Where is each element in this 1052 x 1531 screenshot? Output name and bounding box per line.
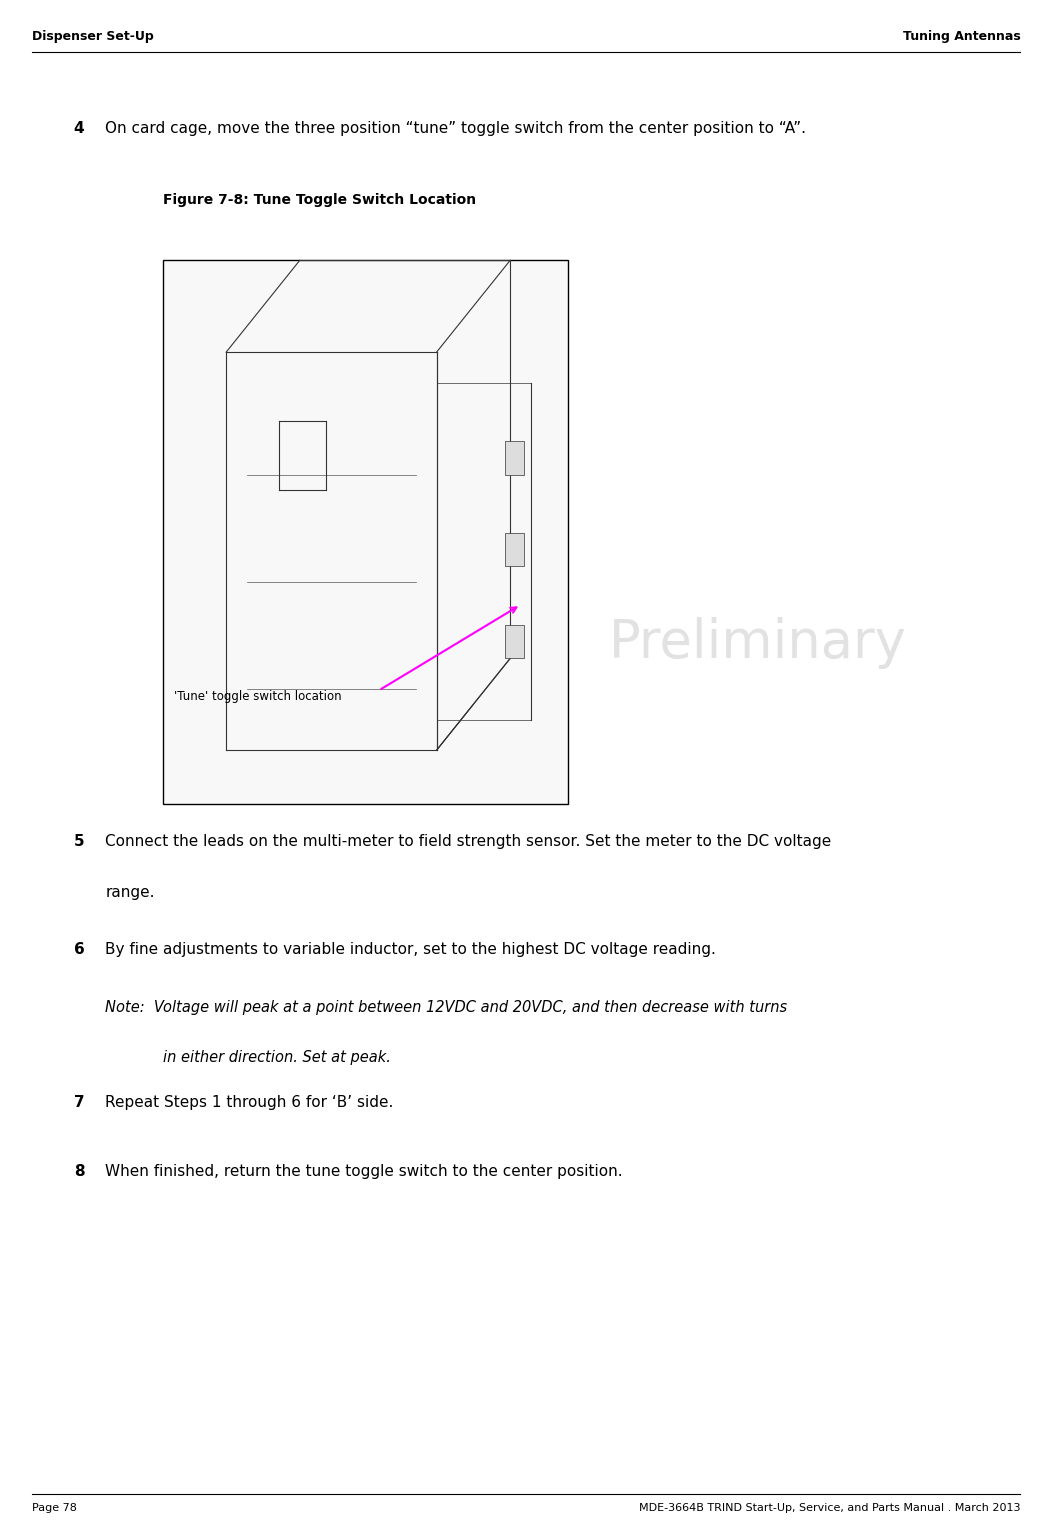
Bar — [505, 625, 524, 658]
Text: MDE-3664B TRIND Start-Up, Service, and Parts Manual . March 2013: MDE-3664B TRIND Start-Up, Service, and P… — [639, 1503, 1020, 1514]
Text: Page 78: Page 78 — [32, 1503, 77, 1514]
Text: 5: 5 — [74, 834, 84, 850]
Text: 8: 8 — [74, 1164, 84, 1179]
Text: On card cage, move the three position “tune” toggle switch from the center posit: On card cage, move the three position “t… — [105, 121, 806, 136]
Bar — [505, 441, 524, 475]
Text: 'Tune' toggle switch location: 'Tune' toggle switch location — [174, 690, 341, 703]
Text: range.: range. — [105, 885, 155, 900]
Text: 6: 6 — [74, 942, 84, 957]
Text: Preliminary: Preliminary — [608, 617, 907, 669]
Text: Connect the leads on the multi-meter to field strength sensor. Set the meter to : Connect the leads on the multi-meter to … — [105, 834, 831, 850]
Text: in either direction. Set at peak.: in either direction. Set at peak. — [163, 1050, 391, 1066]
Text: 4: 4 — [74, 121, 84, 136]
Text: 7: 7 — [74, 1095, 84, 1110]
Text: Tuning Antennas: Tuning Antennas — [903, 31, 1020, 43]
Text: Dispenser Set-Up: Dispenser Set-Up — [32, 31, 154, 43]
FancyBboxPatch shape — [163, 260, 568, 804]
Bar — [505, 533, 524, 566]
Text: Repeat Steps 1 through 6 for ‘B’ side.: Repeat Steps 1 through 6 for ‘B’ side. — [105, 1095, 393, 1110]
Text: By fine adjustments to variable inductor, set to the highest DC voltage reading.: By fine adjustments to variable inductor… — [105, 942, 716, 957]
Text: Note:  Voltage will peak at a point between 12VDC and 20VDC, and then decrease w: Note: Voltage will peak at a point betwe… — [105, 1000, 787, 1015]
Text: When finished, return the tune toggle switch to the center position.: When finished, return the tune toggle sw… — [105, 1164, 623, 1179]
Text: Figure 7-8: Tune Toggle Switch Location: Figure 7-8: Tune Toggle Switch Location — [163, 193, 477, 207]
